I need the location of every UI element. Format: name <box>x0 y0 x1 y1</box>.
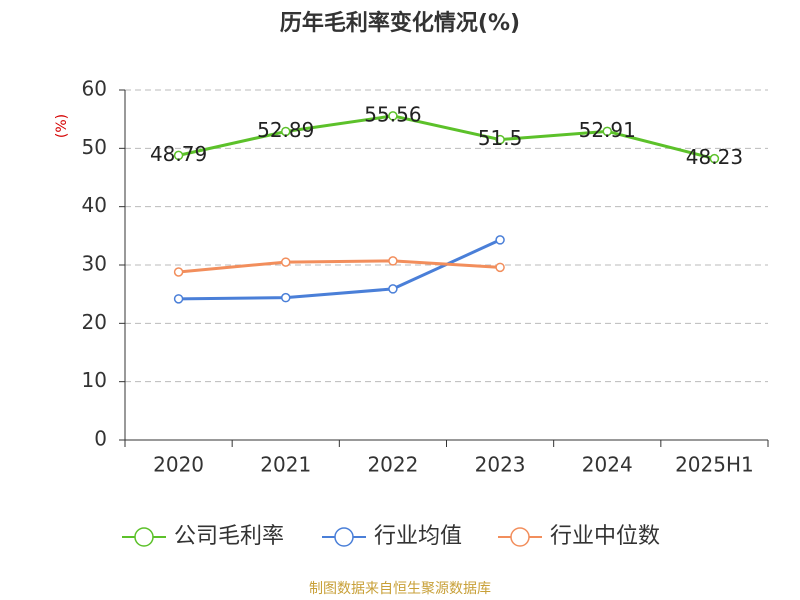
series-line <box>178 259 501 274</box>
data-label: 55.56 <box>364 102 421 126</box>
legend-marker <box>334 527 354 547</box>
series-line <box>178 238 501 301</box>
data-label: 51.5 <box>478 126 523 150</box>
x-tick-label: 2020 <box>153 453 204 477</box>
data-point <box>173 294 184 304</box>
y-tick-label: 60 <box>82 77 107 101</box>
data-point <box>388 256 398 266</box>
data-point <box>173 267 184 277</box>
data-label: 52.89 <box>257 118 314 142</box>
x-tick-label: 2021 <box>260 453 311 477</box>
x-tick-label: 2024 <box>582 453 633 477</box>
data-point <box>281 126 291 137</box>
y-tick-label: 30 <box>82 252 107 276</box>
data-point <box>281 292 291 303</box>
y-tick-label: 0 <box>94 427 107 451</box>
legend-marker <box>134 527 154 547</box>
legend-label: 行业均值 <box>374 524 462 549</box>
legend-marker <box>510 527 530 547</box>
data-point <box>388 284 398 294</box>
data-point <box>495 134 505 145</box>
x-tick-label: 2023 <box>475 453 526 477</box>
data-point <box>281 257 291 267</box>
data-label: 48.23 <box>686 145 743 169</box>
data-point <box>709 153 720 164</box>
data-point <box>495 235 505 245</box>
data-label: 52.91 <box>579 118 636 142</box>
data-point <box>495 262 505 273</box>
y-axis-label: (%) <box>54 114 70 138</box>
series-line <box>178 114 715 161</box>
y-tick-label: 10 <box>82 368 107 392</box>
legend-label: 公司毛利率 <box>174 524 284 549</box>
data-point <box>388 111 398 121</box>
x-tick-label: 2022 <box>367 453 418 477</box>
y-tick-label: 40 <box>82 193 107 217</box>
y-tick-label: 20 <box>82 310 107 334</box>
y-tick-label: 50 <box>82 135 107 159</box>
chart-title: 历年毛利率变化情况(%) <box>280 10 520 36</box>
source-note: 制图数据来自恒生聚源数据库 <box>309 581 491 597</box>
data-point <box>173 150 184 161</box>
data-point <box>602 126 612 137</box>
legend-label: 行业中位数 <box>550 524 660 549</box>
data-label: 48.79 <box>150 142 207 166</box>
x-tick-label: 2025H1 <box>675 453 754 477</box>
